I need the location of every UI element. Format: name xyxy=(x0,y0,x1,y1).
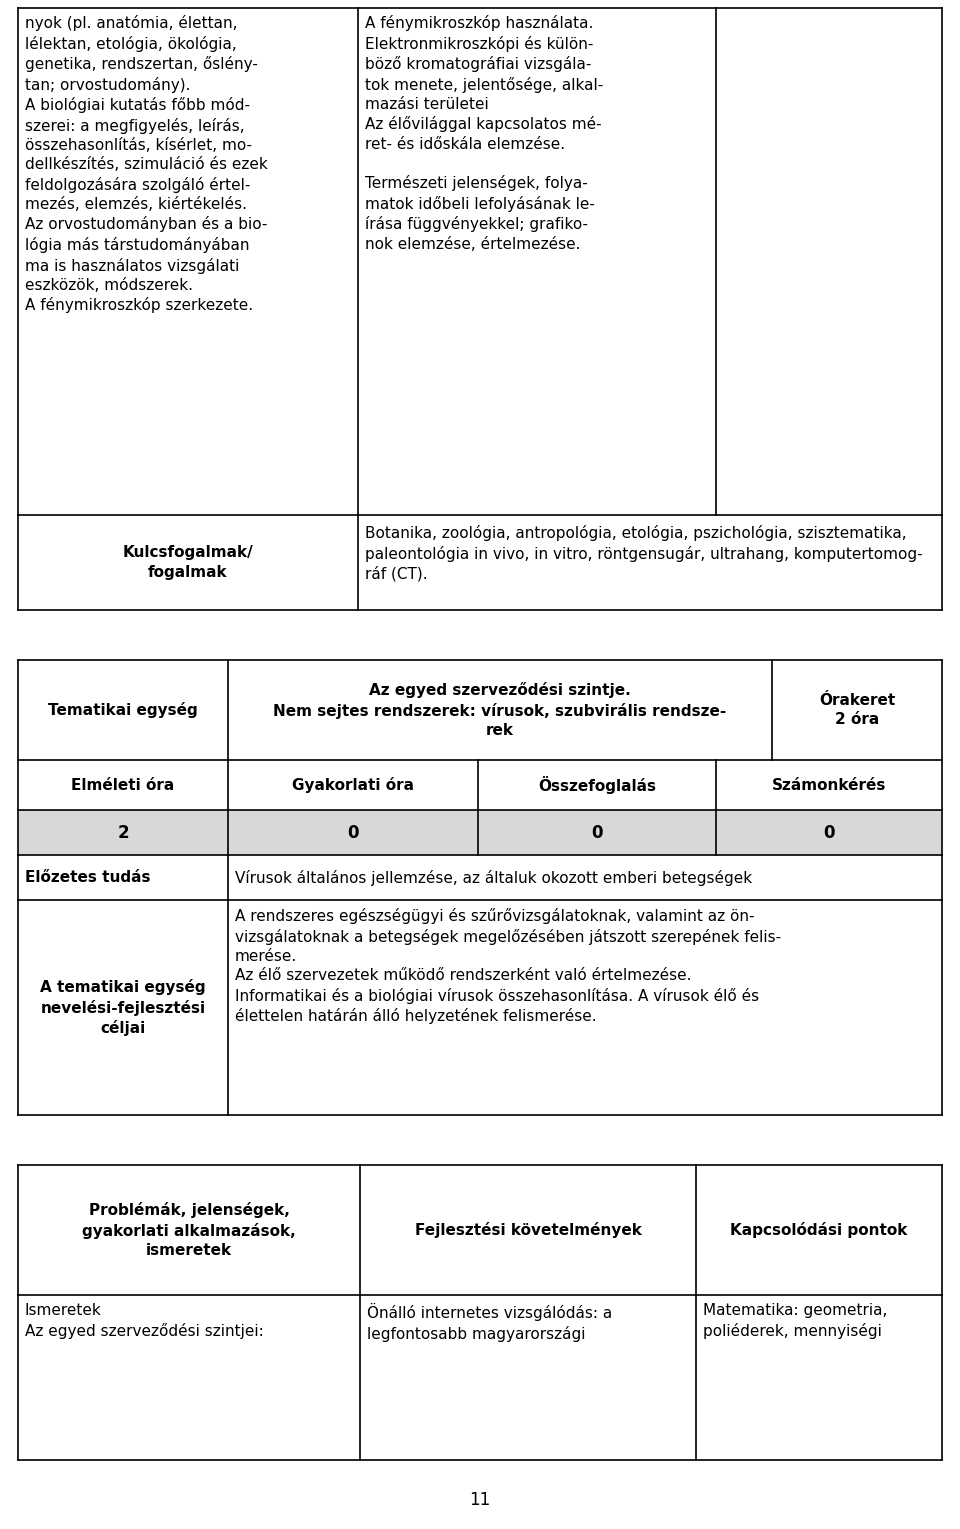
Text: 0: 0 xyxy=(348,824,359,841)
Text: A fénymikroszkóp használata.
Elektronmikroszkópi és külön-
böző kromatográfiai v: A fénymikroszkóp használata. Elektronmik… xyxy=(365,15,603,252)
Text: Botanika, zoológia, antropológia, etológia, pszichológia, szisztematika,
paleont: Botanika, zoológia, antropológia, etológ… xyxy=(365,524,923,581)
Text: 2: 2 xyxy=(117,824,129,841)
Text: Kapcsolódási pontok: Kapcsolódási pontok xyxy=(731,1222,908,1238)
Text: A rendszeres egészségügyi és szűrővizsgálatoknak, valamint az ön-
vizsgálatoknak: A rendszeres egészségügyi és szűrővizsgá… xyxy=(235,908,781,1024)
Text: Az egyed szerveződési szintje.
Nem sejtes rendszerek: vírusok, szubvirális rends: Az egyed szerveződési szintje. Nem sejte… xyxy=(274,682,727,739)
Text: 11: 11 xyxy=(469,1491,491,1509)
Text: nyok (pl. anatómia, élettan,
lélektan, etológia, ökológia,
genetika, rendszertan: nyok (pl. anatómia, élettan, lélektan, e… xyxy=(25,15,268,313)
Text: Problémák, jelenségek,
gyakorlati alkalmazások,
ismeretek: Problémák, jelenségek, gyakorlati alkalm… xyxy=(83,1202,296,1258)
Text: 0: 0 xyxy=(824,824,835,841)
Text: Elméleti óra: Elméleti óra xyxy=(71,778,175,792)
Text: A tematikai egység
nevelési-fejlesztési
céljai: A tematikai egység nevelési-fejlesztési … xyxy=(40,979,205,1037)
Text: Tematikai egység: Tematikai egység xyxy=(48,702,198,719)
Text: Fejlesztési követelmények: Fejlesztési követelmények xyxy=(415,1222,641,1238)
Text: Összefoglalás: Összefoglalás xyxy=(538,777,656,794)
Text: Órakeret
2 óra: Órakeret 2 óra xyxy=(819,693,895,728)
Text: Matematika: geometria,
poliéderek, mennyiségi: Matematika: geometria, poliéderek, menny… xyxy=(703,1303,887,1338)
Text: Gyakorlati óra: Gyakorlati óra xyxy=(292,777,414,794)
Text: 0: 0 xyxy=(591,824,603,841)
Text: Ismeretek
Az egyed szerveződési szintjei:: Ismeretek Az egyed szerveződési szintjei… xyxy=(25,1303,264,1338)
Text: Előzetes tudás: Előzetes tudás xyxy=(25,870,151,885)
Text: Vírusok általános jellemzése, az általuk okozott emberi betegségek: Vírusok általános jellemzése, az általuk… xyxy=(235,870,752,885)
Text: Önálló internetes vizsgálódás: a
legfontosabb magyarországi: Önálló internetes vizsgálódás: a legfont… xyxy=(367,1303,612,1341)
Text: Számonkérés: Számonkérés xyxy=(772,778,886,792)
Bar xyxy=(18,810,942,855)
Text: Kulcsfogalmak/
fogalmak: Kulcsfogalmak/ fogalmak xyxy=(123,546,253,579)
